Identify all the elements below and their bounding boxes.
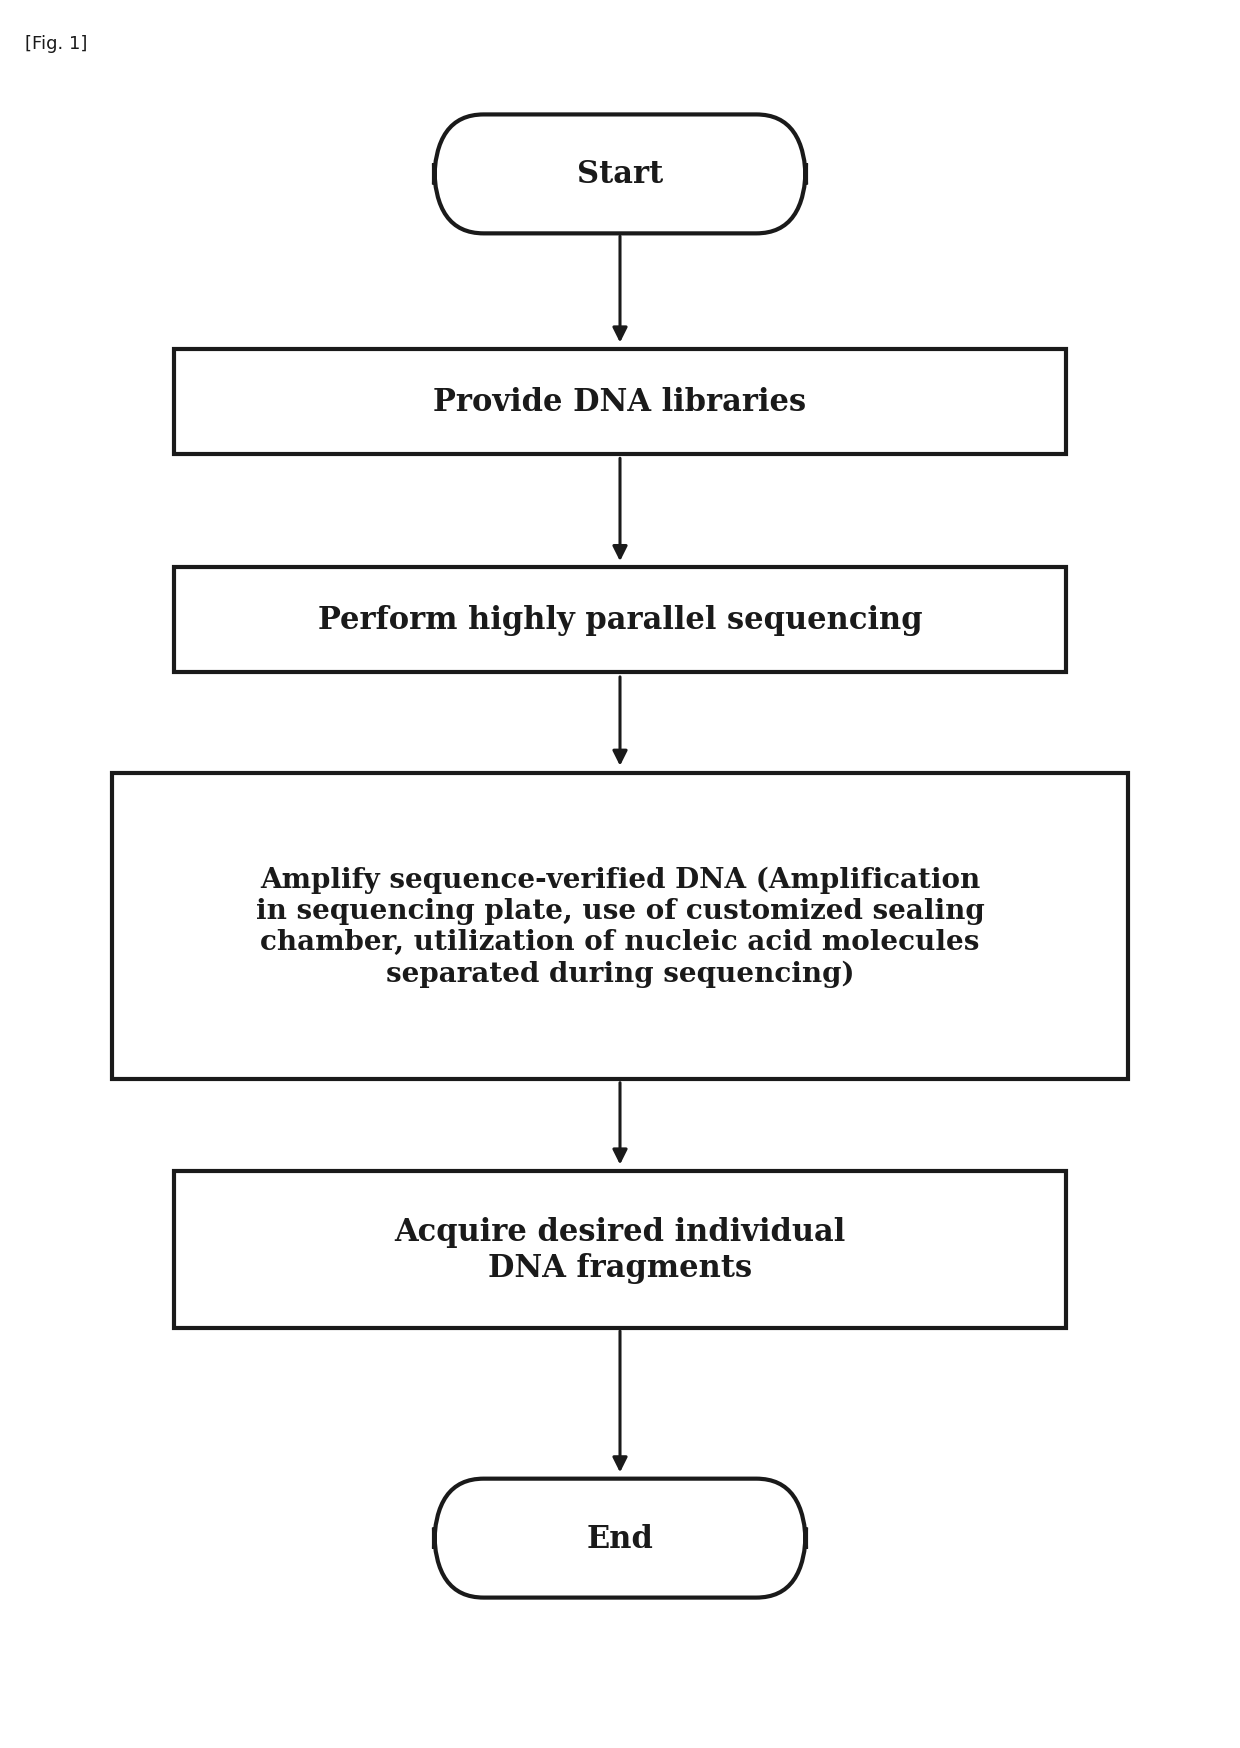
FancyBboxPatch shape <box>174 350 1066 454</box>
FancyBboxPatch shape <box>112 774 1128 1080</box>
FancyBboxPatch shape <box>174 568 1066 673</box>
Text: Start: Start <box>577 159 663 191</box>
Text: Acquire desired individual
DNA fragments: Acquire desired individual DNA fragments <box>394 1217 846 1283</box>
FancyBboxPatch shape <box>434 1479 806 1598</box>
Text: Perform highly parallel sequencing: Perform highly parallel sequencing <box>317 605 923 636</box>
FancyBboxPatch shape <box>174 1171 1066 1328</box>
Text: End: End <box>587 1523 653 1554</box>
Text: Provide DNA libraries: Provide DNA libraries <box>434 386 806 418</box>
Text: Amplify sequence-verified DNA (Amplification
in sequencing plate, use of customi: Amplify sequence-verified DNA (Amplifica… <box>255 865 985 988</box>
Text: [Fig. 1]: [Fig. 1] <box>25 35 87 52</box>
FancyBboxPatch shape <box>434 115 806 234</box>
